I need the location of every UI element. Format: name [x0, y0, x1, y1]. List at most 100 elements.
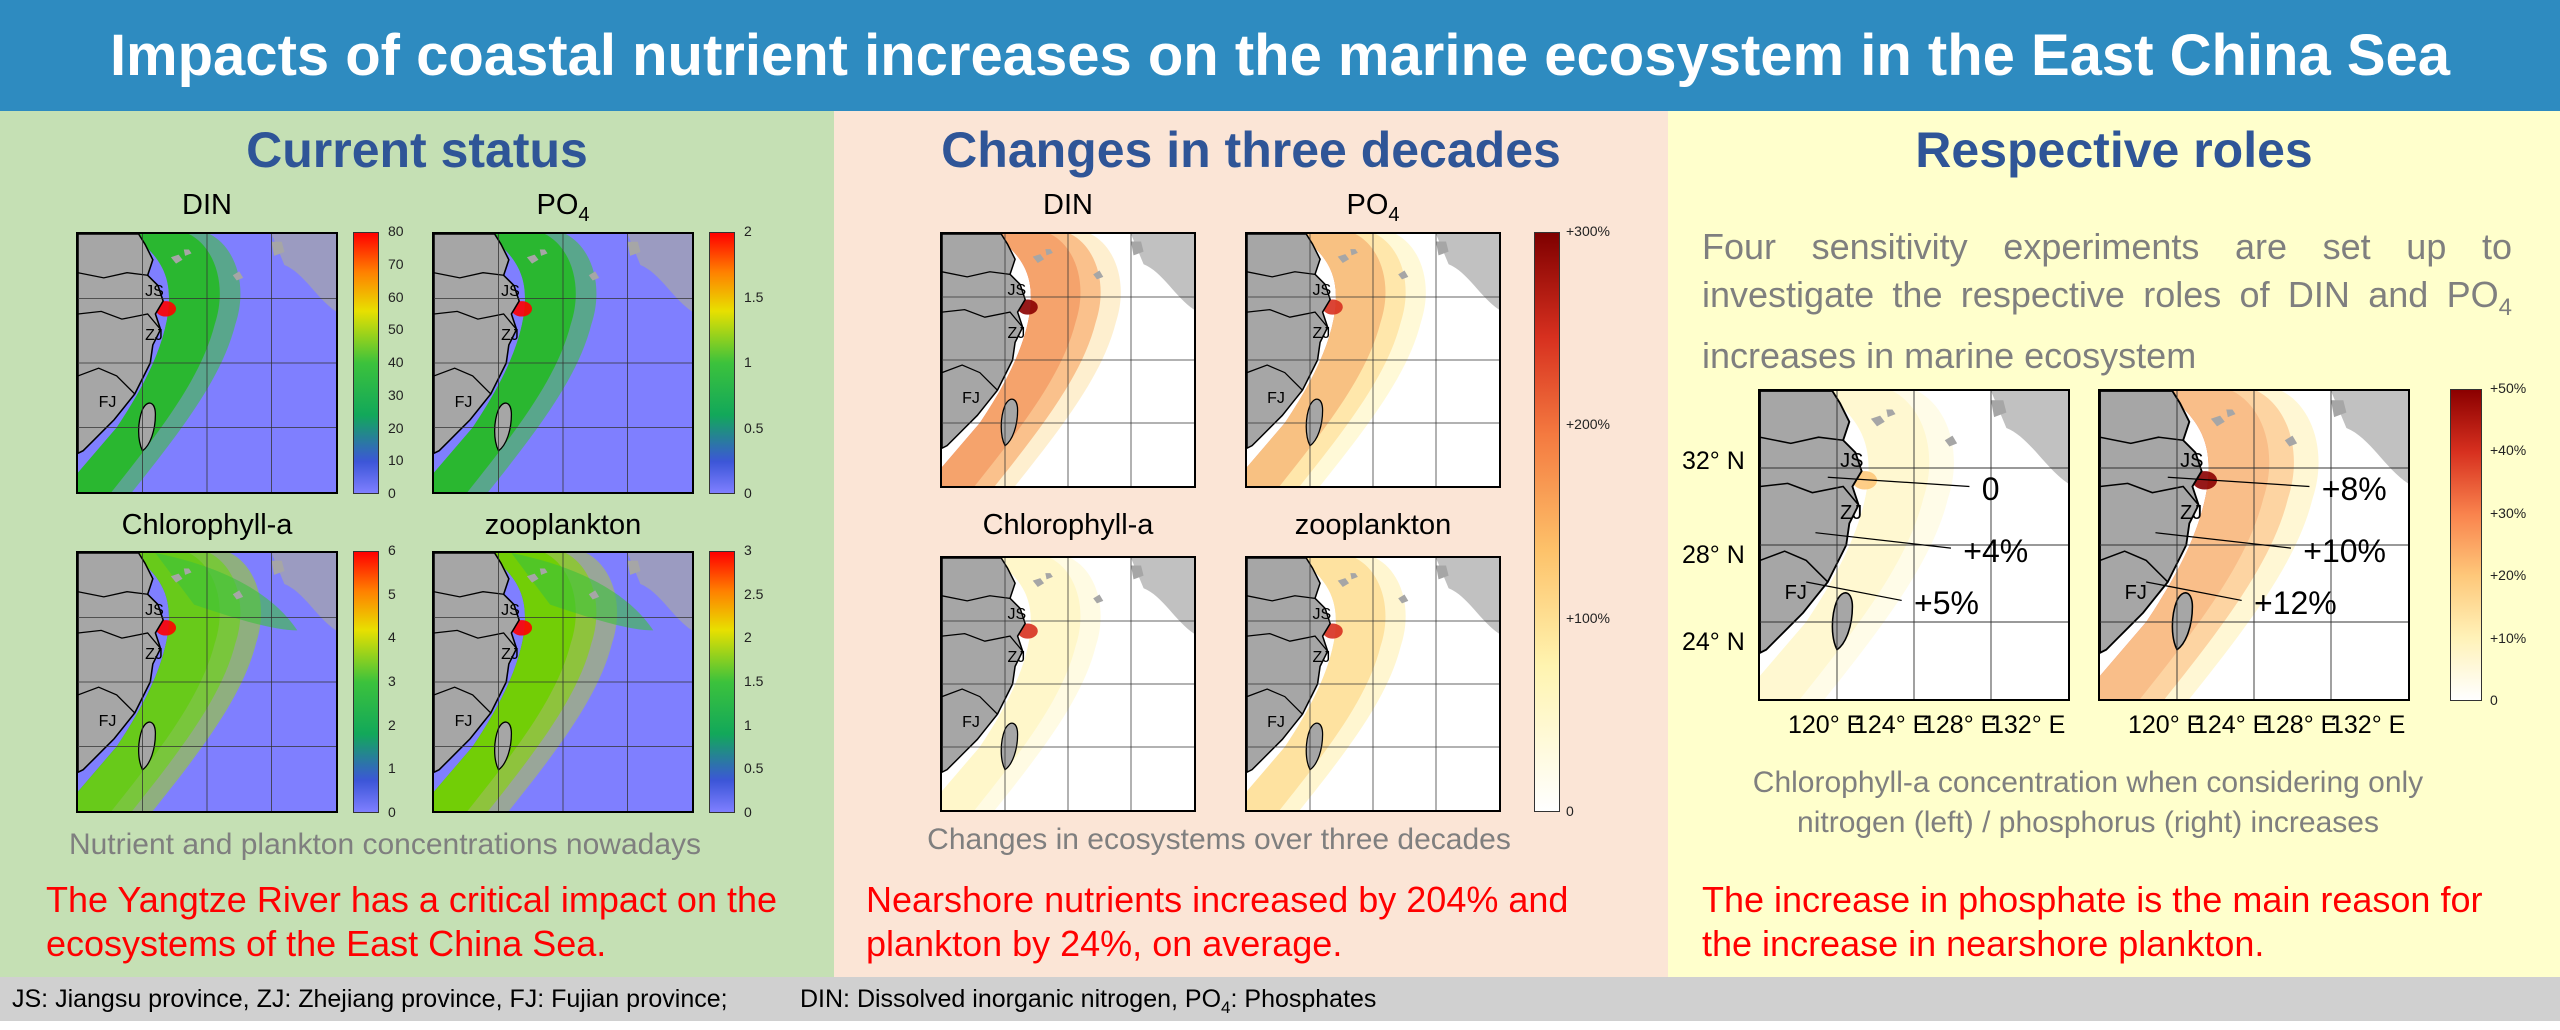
colorbar-tick-label: 2.5 [744, 585, 764, 602]
panel-changes: Changes in three decades DIN PO4 Chlorop… [834, 111, 1668, 977]
colorbar-tick-label: 2 [744, 223, 752, 239]
colorbar-tick-label: 6 [388, 542, 396, 558]
lon-label-120e: 120° E [1788, 711, 1864, 739]
caption-changes: Changes in ecosystems over three decades [927, 823, 1511, 856]
region-label-js: JS [145, 283, 164, 301]
region-label-zj: ZJ [2180, 501, 2203, 524]
map-graphic [78, 553, 336, 811]
region-label-js: JS [501, 602, 520, 620]
colorbar-current-zooplankton [709, 551, 735, 813]
colorbar-tick-label: +10% [2490, 629, 2527, 646]
colorbar-tick-label: 1 [744, 354, 752, 370]
lon-label-128e-right: 128° E [2262, 711, 2338, 739]
colorbar-tick-label: 40 [388, 354, 404, 370]
region-label-fj: FJ [962, 390, 980, 408]
panel-respective-roles: Respective roles Four sensitivity experi… [1668, 111, 2560, 977]
map-title-chlorophyll: Chlorophyll-a [121, 509, 293, 541]
map-title-po4: PO4 [536, 189, 590, 226]
roles-intro-text: Four sensitivity experiments are set up … [1702, 226, 2512, 377]
colorbar-roles [2450, 389, 2482, 701]
colorbar-tick-label: 0 [388, 485, 396, 501]
map-graphic [942, 234, 1194, 486]
region-label-fj: FJ [1784, 581, 1807, 604]
value-leader-line [2155, 532, 2292, 549]
colorbar-tick-label: 0 [2490, 692, 2498, 708]
panel-current-status: Current status DIN PO4 Chlorophyll-a zoo… [0, 111, 834, 977]
colorbar-tick-label: 10 [388, 452, 404, 469]
map-current-zooplankton: JS ZJ FJ [432, 551, 694, 813]
panel-heading-changes: Changes in three decades [941, 122, 1561, 178]
conclusion-changes: Nearshore nutrients increased by 204% an… [866, 879, 1569, 964]
value-leader-line [1827, 476, 1970, 488]
colorbar-tick-label: 60 [388, 288, 404, 305]
region-label-js: JS [1007, 281, 1027, 299]
region-label-fj: FJ [98, 393, 117, 411]
region-label-fj: FJ [2124, 581, 2147, 604]
map-change-po4: JS ZJ FJ [1245, 232, 1501, 488]
lon-label-128e: 128° E [1922, 711, 1998, 739]
region-label-js: JS [2180, 449, 2204, 472]
map-current-chlorophyll: JS ZJ FJ [76, 551, 338, 813]
sensitivity-value-label: +5% [1914, 585, 1979, 622]
region-label-zj: ZJ [145, 326, 163, 344]
region-label-zj: ZJ [1312, 324, 1331, 342]
region-label-fj: FJ [1267, 390, 1285, 408]
map-roles-nitrogen-only: JS ZJ FJ 0 +4% +5% [1758, 389, 2070, 701]
colorbar-tick-label: +30% [2490, 504, 2527, 521]
colorbar-changes [1534, 232, 1560, 812]
map-graphic [1247, 234, 1499, 486]
value-leader-line [1815, 532, 1952, 549]
map-title-din-change: DIN [1043, 189, 1093, 221]
region-label-js: JS [145, 602, 164, 620]
colorbar-current-po4 [709, 232, 735, 494]
poster-title: Impacts of coastal nutrient increases on… [0, 0, 2560, 111]
map-current-din: JS ZJ FJ [76, 232, 338, 494]
colorbar-tick-label: 1.5 [744, 288, 764, 305]
region-label-js: JS [1312, 605, 1332, 623]
colorbar-tick-label: 0 [744, 485, 752, 501]
map-title-chlorophyll-change: Chlorophyll-a [982, 509, 1154, 541]
colorbar-tick-label: 2 [744, 629, 752, 646]
lat-label-32n: 32° N [1682, 447, 1745, 475]
colorbar-tick-label: 5 [388, 585, 396, 602]
colorbar-tick-label: 0.5 [744, 760, 764, 777]
conclusion-current: The Yangtze River has a critical impact … [46, 879, 778, 964]
map-current-po4: JS ZJ FJ [432, 232, 694, 494]
footer-province-legend: JS: Jiangsu province, ZJ: Zhejiang provi… [12, 985, 728, 1013]
colorbar-tick-label: 0 [744, 804, 752, 820]
map-roles-phosphorus-only: JS ZJ FJ +8% +10% +12% [2098, 389, 2410, 701]
region-label-js: JS [1007, 605, 1027, 623]
caption-roles: Chlorophyll-a concentration when conside… [1752, 766, 2424, 839]
colorbar-tick-label: 3 [744, 542, 752, 558]
lat-label-24n: 24° N [1682, 628, 1745, 656]
caption-current: Nutrient and plankton concentrations now… [68, 828, 702, 861]
footer-legend: JS: Jiangsu province, ZJ: Zhejiang provi… [0, 977, 2560, 1021]
map-graphic [434, 553, 692, 811]
colorbar-tick-label: 3 [388, 673, 396, 689]
map-graphic [2100, 391, 2408, 699]
colorbar-tick-label: +20% [2490, 567, 2527, 584]
colorbar-tick-label: 20 [388, 419, 404, 436]
colorbar-current-chlorophyll [353, 551, 379, 813]
map-title-zooplankton-change: zooplankton [1294, 509, 1452, 541]
sensitivity-value-label: +10% [2303, 532, 2386, 569]
lon-label-120e-right: 120° E [2128, 711, 2204, 739]
value-leader-line [2167, 476, 2310, 488]
colorbar-tick-label: 2 [388, 716, 396, 733]
map-title-zooplankton: zooplankton [484, 509, 642, 541]
region-label-zj: ZJ [145, 645, 163, 663]
map-graphic [1247, 558, 1499, 810]
colorbar-tick-label: 30 [388, 386, 404, 403]
colorbar-tick-label: +100% [1566, 609, 1610, 626]
colorbar-tick-label: +40% [2490, 442, 2527, 459]
lon-label-124e-right: 124° E [2194, 711, 2270, 739]
colorbar-tick-label: 0.5 [744, 419, 764, 436]
colorbar-tick-label: 0 [1566, 803, 1574, 819]
map-graphic [434, 234, 692, 492]
lon-label-132e-right: 132° E [2330, 711, 2406, 739]
colorbar-tick-label: +300% [1566, 223, 1610, 239]
map-graphic [1760, 391, 2068, 699]
sensitivity-value-label: 0 [1981, 471, 2000, 508]
footer-abbreviation-legend: DIN: Dissolved inorganic nitrogen, PO4: … [800, 985, 1377, 1017]
map-graphic [942, 558, 1194, 810]
